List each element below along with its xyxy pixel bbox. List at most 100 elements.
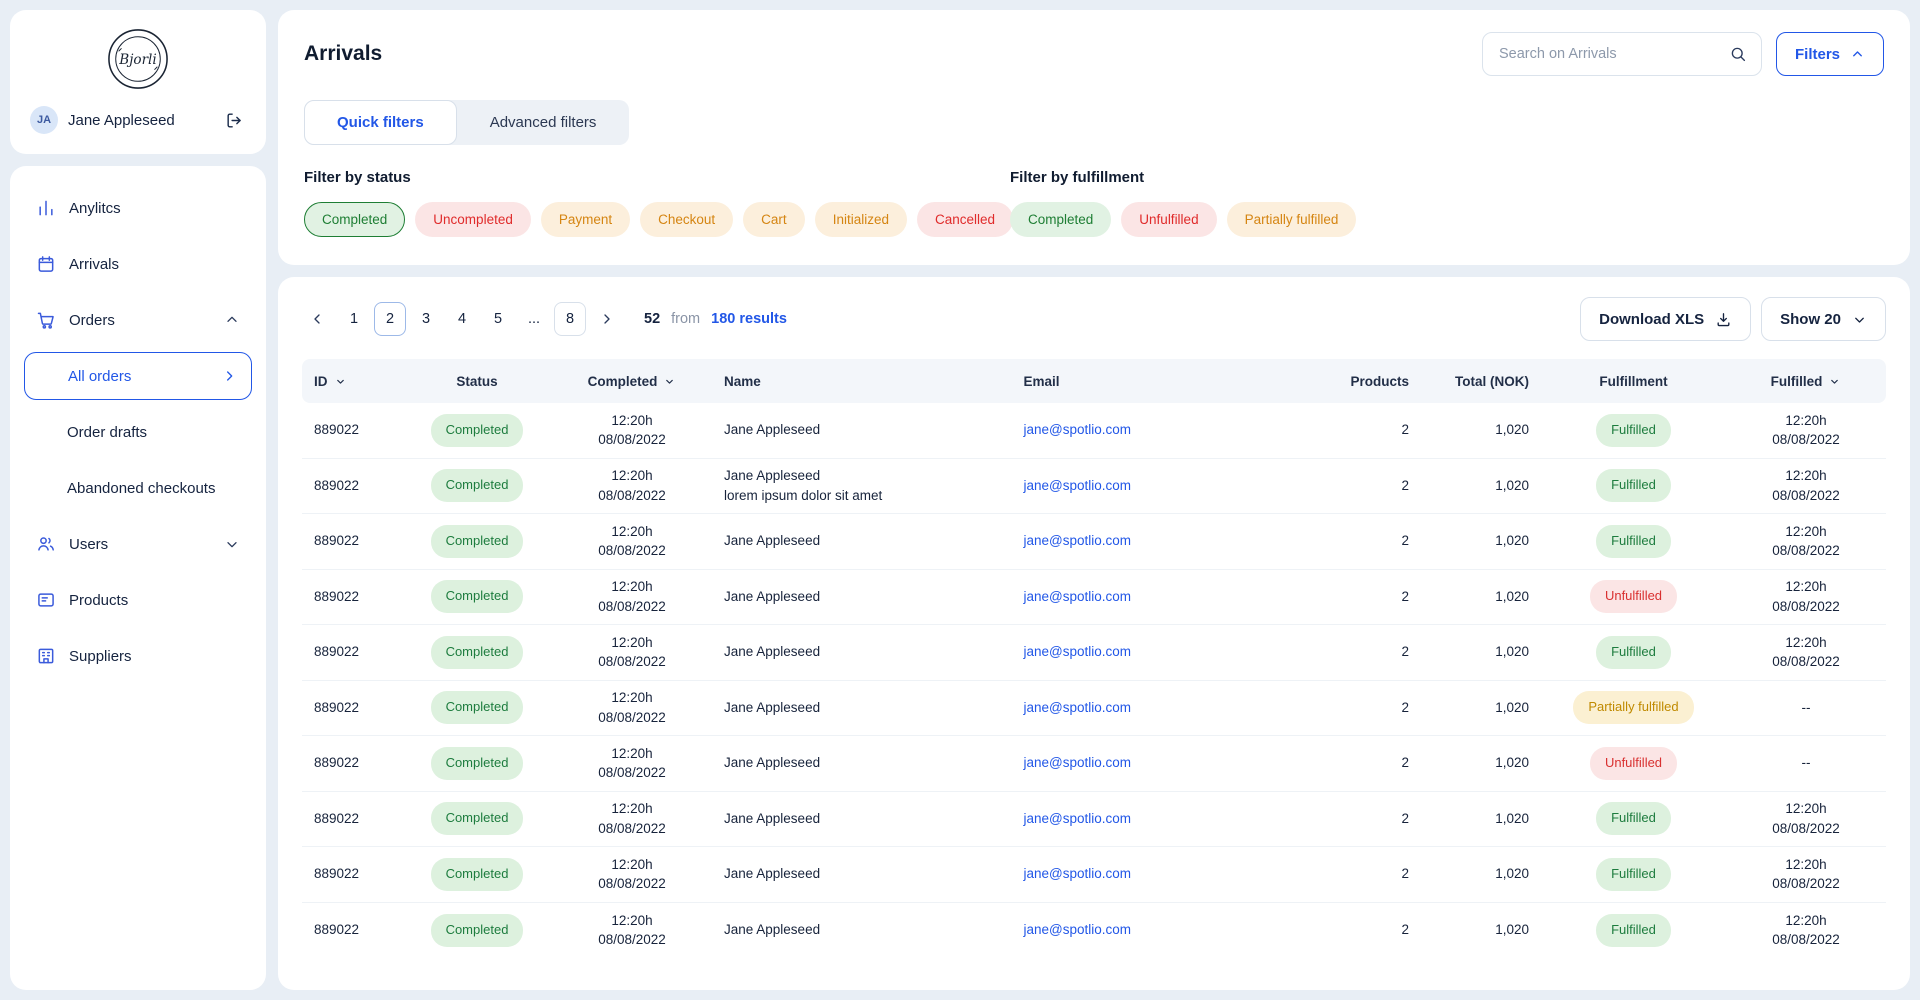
table-row[interactable]: 889022 Completed 12:20h 08/08/2022 Jane … bbox=[302, 514, 1886, 570]
cell-products: 2 bbox=[1311, 694, 1421, 722]
cell-completed: 12:20h 08/08/2022 bbox=[552, 629, 712, 676]
table-row[interactable]: 889022 Completed 12:20h 08/08/2022 Jane … bbox=[302, 570, 1886, 626]
filter-by-fulfillment-label: Filter by fulfillment bbox=[1010, 169, 1356, 186]
cell-total: 1,020 bbox=[1421, 638, 1541, 666]
cell-total: 1,020 bbox=[1421, 416, 1541, 444]
table-row[interactable]: 889022 Completed 12:20h 08/08/2022 Jane … bbox=[302, 681, 1886, 737]
page-button[interactable]: 3 bbox=[410, 302, 442, 336]
tab-quick-filters[interactable]: Quick filters bbox=[304, 100, 457, 145]
email-link[interactable]: jane@spotlio.com bbox=[1024, 866, 1132, 881]
table-row[interactable]: 889022 Completed 12:20h 08/08/2022 Jane … bbox=[302, 403, 1886, 459]
sidebar-item-suppliers[interactable]: Suppliers bbox=[24, 632, 252, 680]
sidebar-item-users[interactable]: Users bbox=[24, 520, 252, 568]
column-header[interactable]: Total (NOK) bbox=[1421, 374, 1541, 389]
filter-pill[interactable]: Cart bbox=[743, 202, 805, 237]
status-badge: Completed bbox=[431, 636, 524, 669]
search-input[interactable] bbox=[1497, 45, 1729, 63]
email-link[interactable]: jane@spotlio.com bbox=[1024, 422, 1132, 437]
sidebar-item-all-orders[interactable]: All orders bbox=[24, 352, 252, 400]
cart-icon bbox=[36, 310, 56, 330]
filter-pill[interactable]: Completed bbox=[304, 202, 405, 237]
column-header[interactable]: Products bbox=[1311, 374, 1421, 389]
column-header[interactable]: ID bbox=[302, 374, 402, 389]
page-button[interactable]: 2 bbox=[374, 302, 406, 336]
cell-fulfillment: Fulfilled bbox=[1541, 910, 1726, 951]
filter-pill[interactable]: Unfulfilled bbox=[1121, 202, 1216, 237]
cell-fulfillment: Fulfilled bbox=[1541, 521, 1726, 562]
filter-pill[interactable]: Checkout bbox=[640, 202, 733, 237]
email-link[interactable]: jane@spotlio.com bbox=[1024, 644, 1132, 659]
show-20-dropdown[interactable]: Show 20 bbox=[1761, 297, 1886, 341]
sidebar-item-abandoned-checkouts[interactable]: Abandoned checkouts bbox=[24, 464, 252, 512]
cell-total: 1,020 bbox=[1421, 916, 1541, 944]
cell-products: 2 bbox=[1311, 416, 1421, 444]
cell-status: Completed bbox=[402, 410, 552, 451]
filter-pill[interactable]: Initialized bbox=[815, 202, 907, 237]
cell-products: 2 bbox=[1311, 916, 1421, 944]
sidebar-item-products[interactable]: Products bbox=[24, 576, 252, 624]
email-link[interactable]: jane@spotlio.com bbox=[1024, 478, 1132, 493]
filters-button[interactable]: Filters bbox=[1776, 32, 1884, 76]
page-button[interactable]: 5 bbox=[482, 302, 514, 336]
email-link[interactable]: jane@spotlio.com bbox=[1024, 589, 1132, 604]
table-row[interactable]: 889022 Completed 12:20h 08/08/2022 Jane … bbox=[302, 736, 1886, 792]
filter-pill[interactable]: Uncompleted bbox=[415, 202, 531, 237]
logout-icon[interactable] bbox=[223, 109, 246, 132]
filter-pill[interactable]: Cancelled bbox=[917, 202, 1013, 237]
fulfillment-pills: Completed Unfulfilled Partially fulfille… bbox=[1010, 202, 1356, 237]
download-xls-button[interactable]: Download XLS bbox=[1580, 297, 1751, 341]
filter-pill[interactable]: Completed bbox=[1010, 202, 1111, 237]
cell-completed: 12:20h 08/08/2022 bbox=[552, 851, 712, 898]
cell-fulfillment: Unfulfilled bbox=[1541, 576, 1726, 617]
email-link[interactable]: jane@spotlio.com bbox=[1024, 922, 1132, 937]
page-button[interactable]: 4 bbox=[446, 302, 478, 336]
table-row[interactable]: 889022 Completed 12:20h 08/08/2022 Jane … bbox=[302, 792, 1886, 848]
table-row[interactable]: 889022 Completed 12:20h 08/08/2022 Jane … bbox=[302, 847, 1886, 903]
email-link[interactable]: jane@spotlio.com bbox=[1024, 533, 1132, 548]
filter-pill[interactable]: Partially fulfilled bbox=[1227, 202, 1357, 237]
email-link[interactable]: jane@spotlio.com bbox=[1024, 755, 1132, 770]
sidebar-item-analytics[interactable]: Anylitcs bbox=[24, 184, 252, 232]
page-button[interactable]: 8 bbox=[554, 302, 586, 336]
table-row[interactable]: 889022 Completed 12:20h 08/08/2022 Jane … bbox=[302, 903, 1886, 959]
status-badge: Completed bbox=[431, 802, 524, 835]
sidebar-item-label: Abandoned checkouts bbox=[67, 480, 215, 497]
page-button[interactable]: ... bbox=[518, 302, 550, 336]
column-header[interactable]: Fulfilled bbox=[1726, 374, 1886, 389]
cell-completed: 12:20h 08/08/2022 bbox=[552, 740, 712, 787]
column-header[interactable]: Completed bbox=[552, 374, 712, 389]
filter-group-status: Filter by status Completed Uncompleted P… bbox=[304, 169, 1010, 237]
cell-products: 2 bbox=[1311, 527, 1421, 555]
fulfillment-badge: Fulfilled bbox=[1596, 802, 1671, 835]
user-row: JA Jane Appleseed bbox=[30, 106, 246, 134]
filter-group-fulfillment: Filter by fulfillment Completed Unfulfil… bbox=[1010, 169, 1356, 237]
brand-logo-text: Bjorli bbox=[118, 52, 156, 68]
table-body: 889022 Completed 12:20h 08/08/2022 Jane … bbox=[302, 403, 1886, 970]
prev-page-icon[interactable] bbox=[302, 304, 332, 334]
cell-status: Completed bbox=[402, 798, 552, 839]
table-row[interactable]: 889022 Completed 12:20h 08/08/2022 Jane … bbox=[302, 625, 1886, 681]
filter-pill[interactable]: Payment bbox=[541, 202, 630, 237]
cell-id: 889022 bbox=[302, 527, 402, 555]
column-header[interactable]: Fulfillment bbox=[1541, 374, 1726, 389]
fulfillment-badge: Fulfilled bbox=[1596, 414, 1671, 447]
cell-total: 1,020 bbox=[1421, 749, 1541, 777]
email-link[interactable]: jane@spotlio.com bbox=[1024, 700, 1132, 715]
cell-total: 1,020 bbox=[1421, 805, 1541, 833]
search-icon[interactable] bbox=[1729, 45, 1747, 63]
sidebar-item-orders[interactable]: Orders bbox=[24, 296, 252, 344]
tab-advanced-filters[interactable]: Advanced filters bbox=[457, 100, 630, 145]
column-header[interactable]: Email bbox=[1012, 374, 1312, 389]
calendar-icon bbox=[36, 254, 56, 274]
column-header[interactable]: Name bbox=[712, 374, 1012, 389]
cell-name: Jane Appleseed lorem ipsum dolor sit ame… bbox=[712, 462, 1012, 509]
cell-fulfilled: -- bbox=[1726, 749, 1886, 777]
cell-fulfilled: 12:20h 08/08/2022 bbox=[1726, 462, 1886, 509]
column-header[interactable]: Status bbox=[402, 374, 552, 389]
email-link[interactable]: jane@spotlio.com bbox=[1024, 811, 1132, 826]
sidebar-item-arrivals[interactable]: Arrivals bbox=[24, 240, 252, 288]
page-button[interactable]: 1 bbox=[338, 302, 370, 336]
next-page-icon[interactable] bbox=[592, 304, 622, 334]
sidebar-item-order-drafts[interactable]: Order drafts bbox=[24, 408, 252, 456]
table-row[interactable]: 889022 Completed 12:20h 08/08/2022 Jane … bbox=[302, 459, 1886, 515]
